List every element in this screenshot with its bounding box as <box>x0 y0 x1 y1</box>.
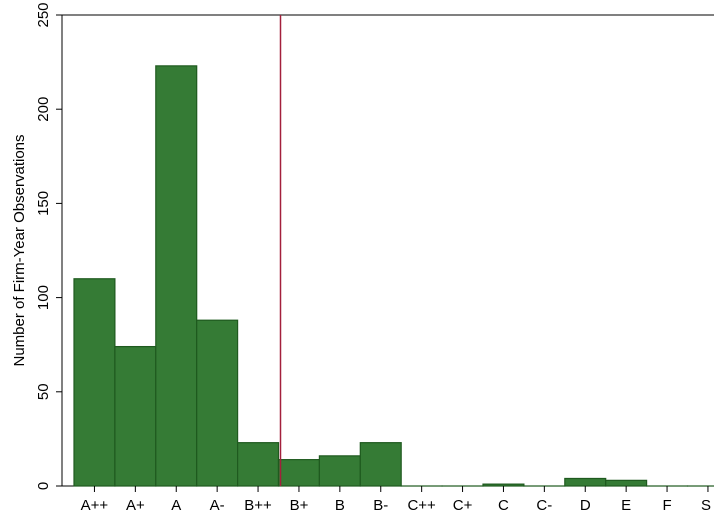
bar-A+ <box>114 345 157 487</box>
x-tick-label-C: C <box>498 497 509 514</box>
x-axis: A++ A+ A A- B++ B+ B B- C++ C+ C C- D E F S <box>81 486 711 514</box>
bar-E <box>605 479 648 487</box>
bar-C <box>482 483 525 487</box>
x-tick-label-B: B <box>335 497 345 514</box>
x-tick-label-S: S <box>701 497 711 514</box>
bar-A++ <box>73 278 116 487</box>
x-tick-label-E: E <box>621 497 631 514</box>
x-tick-label-A+: A+ <box>126 497 145 514</box>
y-tick-label-150: 150 <box>35 191 52 216</box>
bar-A <box>155 65 198 487</box>
x-tick-label-B+: B+ <box>290 497 309 514</box>
x-tick-label-B-: B- <box>373 497 388 514</box>
bar-B <box>318 455 361 487</box>
y-axis: 0 50 100 150 200 250 <box>35 2 62 490</box>
x-tick-label-A: A <box>171 497 181 514</box>
y-tick-label-0: 0 <box>35 482 52 490</box>
y-tick-label-200: 200 <box>35 97 52 122</box>
x-tick-label-A++: A++ <box>81 497 109 514</box>
x-tick-label-C-: C- <box>536 497 552 514</box>
bar-B++ <box>237 442 280 487</box>
x-tick-label-C+: C+ <box>453 497 473 514</box>
x-tick-label-B++: B++ <box>244 497 272 514</box>
bar-A- <box>196 319 239 487</box>
y-tick-label-250: 250 <box>35 2 52 27</box>
bar-B- <box>359 442 402 487</box>
x-tick-label-D: D <box>580 497 591 514</box>
x-tick-label-A-: A- <box>210 497 225 514</box>
y-axis-title: Number of Firm-Year Observations <box>11 134 28 366</box>
y-tick-label-50: 50 <box>35 383 52 400</box>
bar-B+ <box>277 459 321 487</box>
x-tick-label-F: F <box>662 497 671 514</box>
bar-D <box>564 477 607 487</box>
x-tick-label-C++: C++ <box>407 497 436 514</box>
bars-group <box>73 65 714 487</box>
y-tick-label-100: 100 <box>35 285 52 310</box>
